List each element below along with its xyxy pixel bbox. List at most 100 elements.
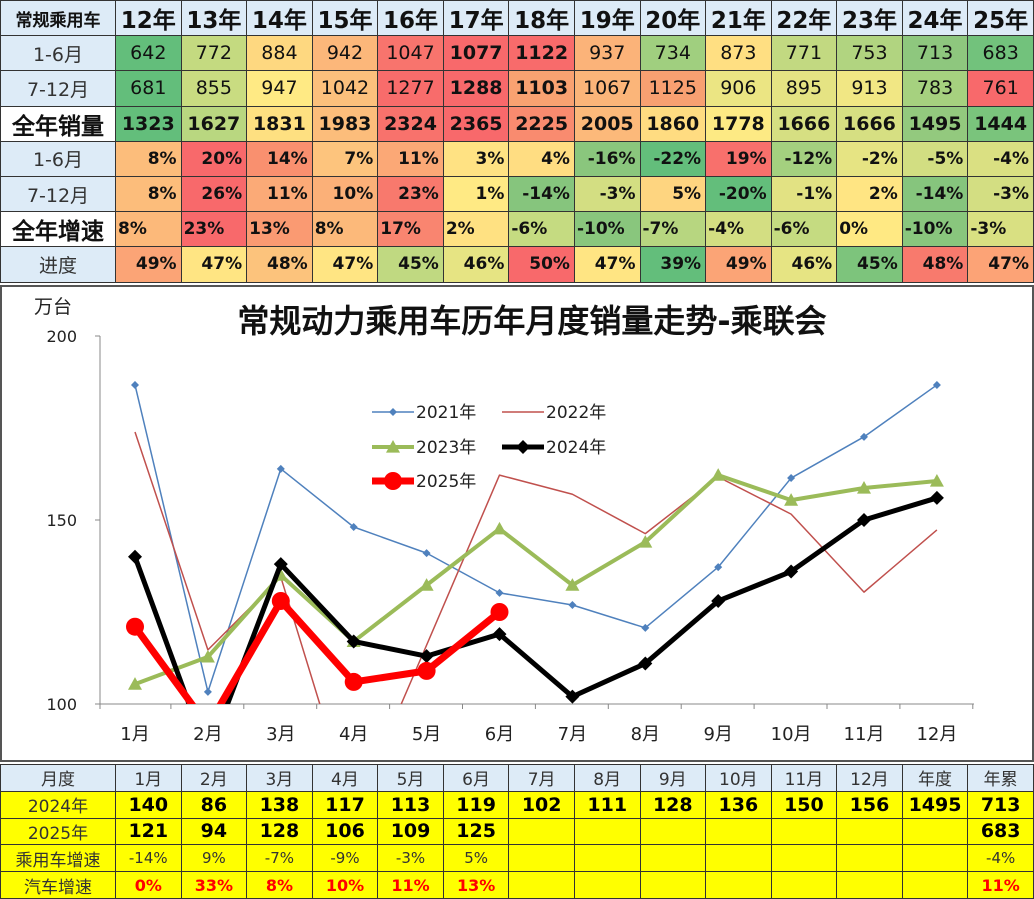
row-label: 进度: [0, 246, 116, 283]
data-cell: 681: [115, 70, 182, 107]
data-cell: 9%: [180, 844, 248, 873]
series-line: [134, 473, 938, 687]
data-cell: -4%: [705, 211, 772, 248]
data-cell: 1067: [573, 70, 641, 107]
data-point: [784, 493, 799, 506]
data-cell: 0%: [115, 871, 182, 899]
data-cell: 11%: [246, 175, 313, 213]
data-cell: 772: [180, 35, 248, 72]
data-cell: 734: [639, 35, 707, 72]
data-point: [638, 656, 653, 671]
data-cell: -9%: [311, 844, 379, 873]
data-cell: 1323: [115, 105, 182, 142]
x-tick-label: 1月: [120, 724, 149, 745]
table-row: 2024年 140 86 138 117 113 119 102 111 128 136 150 156…: [0, 790, 1034, 819]
data-cell: 156: [836, 790, 903, 819]
data-point: [201, 749, 215, 760]
data-cell: 2005: [573, 105, 641, 142]
data-cell: 10%: [311, 871, 379, 899]
data-cell: [639, 817, 707, 846]
data-point: [128, 677, 142, 690]
data-cell: -4%: [967, 140, 1034, 177]
data-point: [417, 661, 436, 680]
data-cell: [770, 871, 838, 899]
column-header: 8月: [573, 764, 641, 792]
x-tick-label: 3月: [266, 724, 295, 745]
data-cell: 106: [311, 817, 379, 846]
data-cell: 20%: [180, 140, 248, 177]
series-2025年: [126, 591, 509, 704]
column-header: 10月: [705, 764, 772, 792]
x-tick-label: 2月: [193, 724, 222, 745]
data-point: [422, 549, 431, 558]
data-cell: 13%: [246, 211, 313, 248]
data-point: [131, 380, 139, 389]
data-point: [490, 603, 509, 621]
data-cell: 1860: [639, 105, 707, 142]
year-header: 12年: [115, 0, 182, 37]
data-cell: 13%: [442, 871, 510, 899]
data-cell: 642: [115, 35, 182, 72]
legend-marker: [389, 408, 397, 416]
data-cell: -7%: [639, 211, 707, 248]
data-cell: 47%: [573, 246, 641, 283]
table-row: 7-12月 8% 26% 11% 10% 23% 1% -14% -3% 5% -20% -1% 2% -…: [0, 175, 1034, 213]
data-cell: 1%: [442, 175, 510, 213]
data-cell: 913: [836, 70, 903, 107]
legend-item: 2021年: [372, 403, 476, 423]
data-cell: 1288: [442, 70, 510, 107]
legend-marker: [384, 472, 402, 490]
data-cell: 1666: [770, 105, 838, 142]
data-point: [419, 649, 434, 664]
legend-label: 2021年: [416, 403, 476, 423]
summary-table: 常规乘用车 12年 13年 14年 15年 16年 17年 18年 19年 20年 21年 22年 23…: [0, 0, 1034, 283]
data-cell: 26%: [180, 175, 248, 213]
data-point: [492, 627, 507, 642]
data-cell: 2365: [442, 105, 510, 142]
year-header: 19年: [573, 0, 641, 37]
data-cell: 1444: [967, 105, 1034, 142]
data-cell: -6%: [770, 211, 838, 248]
legend-label: 2023年: [416, 438, 476, 458]
data-cell: 1666: [836, 105, 903, 142]
data-cell: [770, 817, 838, 846]
column-header: 月度: [0, 764, 116, 792]
column-header: 12月: [836, 764, 903, 792]
year-header: 20年: [639, 0, 707, 37]
data-cell: 906: [705, 70, 772, 107]
data-cell: -4%: [967, 844, 1034, 873]
data-cell: 113: [377, 790, 444, 819]
data-cell: [639, 871, 707, 899]
data-cell: [639, 844, 707, 873]
data-cell: 5%: [442, 844, 510, 873]
column-header: 3月: [246, 764, 313, 792]
data-cell: 1831: [246, 105, 313, 142]
data-cell: -5%: [901, 140, 969, 177]
table-row: 7-12月 681 855 947 1042 1277 1288 1103 1067 1125 90…: [0, 70, 1034, 107]
data-point: [857, 480, 871, 494]
data-cell: 1627: [180, 105, 248, 142]
data-cell: 1125: [639, 70, 707, 107]
year-header: 22年: [770, 0, 838, 37]
data-cell: 2225: [508, 105, 575, 142]
data-cell: 47%: [180, 246, 248, 283]
data-cell: [573, 817, 641, 846]
data-cell: 4%: [508, 140, 575, 177]
series-line: [134, 431, 938, 704]
data-cell: -6%: [508, 211, 575, 248]
column-header: 年累: [967, 764, 1034, 792]
data-cell: 111: [573, 790, 641, 819]
data-cell: 23%: [180, 211, 248, 248]
data-point: [495, 588, 504, 597]
data-cell: 47%: [311, 246, 379, 283]
row-label: 汽车增速: [0, 871, 116, 899]
data-cell: 895: [770, 70, 838, 107]
column-header: 1月: [115, 764, 182, 792]
data-point: [929, 490, 944, 505]
table-row: 全年增速 8% 23% 13% 8% 17% 2% -6% -10% -7% -4% -6% 0% -10…: [0, 211, 1034, 248]
year-header-row: 常规乘用车 12年 13年 14年 15年 16年 17年 18年 19年 20年 21年 22年 23…: [0, 0, 1034, 37]
data-point: [568, 601, 577, 610]
data-point: [565, 689, 580, 704]
data-cell: [508, 844, 575, 873]
row-label: 7-12月: [0, 70, 116, 107]
